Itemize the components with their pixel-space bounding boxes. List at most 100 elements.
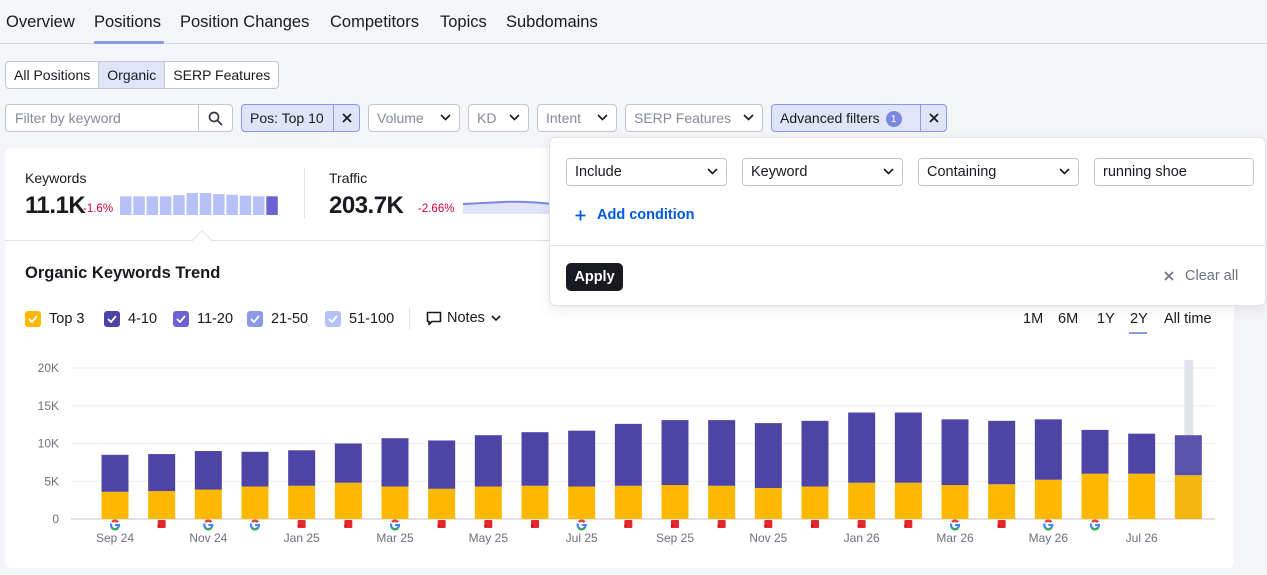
remove-advanced-filters-button[interactable] bbox=[920, 105, 946, 131]
report-tabs: Overview Positions Position Changes Comp… bbox=[0, 0, 1267, 44]
y-tick-label: 0 bbox=[52, 512, 59, 526]
bar-top-3 bbox=[988, 484, 1016, 519]
checkbox-icon bbox=[247, 311, 263, 327]
period-all-time[interactable]: All time bbox=[1164, 311, 1212, 327]
clear-all-button[interactable]: Clear all bbox=[1164, 268, 1238, 284]
period-6m[interactable]: 6M bbox=[1058, 311, 1079, 327]
bar-4-10 bbox=[381, 438, 409, 487]
google-update-icon bbox=[949, 519, 961, 531]
google-update-icon bbox=[249, 519, 261, 531]
segment-organic[interactable]: Organic bbox=[99, 62, 166, 88]
legend-21-50[interactable]: 21-50 bbox=[247, 310, 308, 328]
tab-competitors[interactable]: Competitors bbox=[330, 13, 419, 31]
period-1m[interactable]: 1M bbox=[1023, 311, 1044, 327]
traffic-metric-delta: -2.66% bbox=[418, 203, 455, 215]
close-icon bbox=[1164, 271, 1174, 281]
bar-top-3 bbox=[1034, 479, 1062, 519]
chevron-down-icon bbox=[743, 114, 754, 121]
bar-4-10 bbox=[568, 430, 596, 487]
chevron-down-icon bbox=[491, 315, 501, 321]
sparkline-bar bbox=[213, 194, 225, 215]
add-condition-button[interactable]: Add condition bbox=[575, 207, 694, 223]
position-filter-chip[interactable]: Pos: Top 10 bbox=[241, 104, 360, 132]
plus-icon bbox=[575, 210, 586, 220]
segment-all-positions[interactable]: All Positions bbox=[6, 62, 100, 88]
bar-4-10 bbox=[474, 435, 502, 487]
bar-top-3 bbox=[568, 486, 596, 519]
x-tick-label: Nov 25 bbox=[749, 531, 787, 545]
keywords-metric-value: 11.1K bbox=[25, 192, 86, 219]
legend-label: Top 3 bbox=[49, 311, 85, 327]
google-update-icon bbox=[109, 519, 121, 531]
intent-filter[interactable]: Intent bbox=[537, 104, 617, 132]
keyword-filter bbox=[5, 104, 233, 132]
condition-value-input[interactable] bbox=[1094, 158, 1254, 186]
x-tick-label: Jan 26 bbox=[844, 531, 880, 545]
bar-top-3 bbox=[288, 485, 316, 519]
bar-4-10 bbox=[708, 420, 736, 486]
advanced-filters-count: 1 bbox=[885, 111, 902, 127]
legend-4-10[interactable]: 4-10 bbox=[104, 310, 157, 328]
notes-dropdown[interactable]: Notes bbox=[426, 310, 501, 326]
period-2y[interactable]: 2Y bbox=[1130, 311, 1148, 327]
note-flag-icon bbox=[671, 520, 679, 528]
note-icon bbox=[426, 311, 442, 325]
legend-top-3[interactable]: Top 3 bbox=[25, 310, 84, 328]
tab-subdomains[interactable]: Subdomains bbox=[506, 13, 598, 31]
volume-filter-label: Volume bbox=[377, 110, 424, 126]
tab-topics[interactable]: Topics bbox=[440, 13, 487, 31]
traffic-metric-value: 203.7K bbox=[329, 192, 404, 219]
sparkline-bar bbox=[253, 196, 265, 215]
chevron-down-icon bbox=[597, 114, 608, 121]
bar-top-3 bbox=[148, 491, 176, 519]
volume-filter[interactable]: Volume bbox=[368, 104, 460, 132]
bar-top-3 bbox=[708, 485, 736, 519]
close-icon bbox=[928, 113, 939, 123]
bar-4-10 bbox=[848, 412, 876, 483]
tab-overview[interactable]: Overview bbox=[6, 13, 75, 31]
y-tick-label: 15K bbox=[38, 399, 59, 413]
traffic-metric-label: Traffic bbox=[329, 170, 368, 186]
keyword-filter-input[interactable] bbox=[6, 105, 199, 131]
trend-title: Organic Keywords Trend bbox=[25, 264, 221, 282]
bar-4-10 bbox=[988, 420, 1016, 485]
serp-features-filter[interactable]: SERP Features bbox=[625, 104, 763, 132]
bar-top-3 bbox=[1081, 473, 1109, 519]
position-filter-label: Pos: Top 10 bbox=[250, 110, 324, 126]
bar-4-10 bbox=[754, 423, 782, 489]
remove-position-filter-button[interactable] bbox=[333, 105, 359, 131]
bar-4-10 bbox=[521, 432, 549, 486]
popup-divider bbox=[550, 245, 1265, 246]
field-select[interactable]: Keyword bbox=[742, 158, 903, 186]
legend-51-100[interactable]: 51-100 bbox=[325, 310, 394, 328]
sparkline-bar bbox=[173, 195, 185, 215]
sparkline-bar bbox=[186, 193, 198, 215]
legend-label: 4-10 bbox=[128, 311, 158, 327]
bar-4-10 bbox=[1081, 429, 1109, 474]
segment-serp-features[interactable]: SERP Features bbox=[173, 67, 271, 83]
metric-divider bbox=[304, 168, 305, 218]
legend-11-20[interactable]: 11-20 bbox=[173, 310, 233, 328]
kd-filter-label: KD bbox=[477, 110, 497, 126]
search-button[interactable] bbox=[198, 105, 232, 131]
y-tick-label: 5K bbox=[44, 474, 59, 488]
google-update-icon bbox=[203, 519, 214, 531]
x-tick-label: Jul 26 bbox=[1126, 531, 1158, 545]
note-flag-icon bbox=[811, 520, 819, 528]
keywords-metric-delta: -1.6% bbox=[83, 203, 114, 215]
tab-position-changes[interactable]: Position Changes bbox=[180, 13, 310, 31]
note-flag-icon bbox=[484, 520, 493, 528]
sparkline-bar bbox=[199, 193, 212, 215]
apply-button[interactable]: Apply bbox=[566, 263, 623, 291]
checkbox-icon bbox=[25, 311, 41, 327]
kd-filter[interactable]: KD bbox=[468, 104, 529, 132]
advanced-filters-popup: Include Keyword Containing Add condition… bbox=[549, 137, 1266, 306]
bar-4-10 bbox=[148, 454, 176, 492]
checkbox-icon bbox=[173, 311, 189, 327]
operator-select[interactable]: Containing bbox=[918, 158, 1079, 186]
google-update-icon bbox=[1043, 519, 1054, 531]
tab-positions[interactable]: Positions bbox=[94, 13, 161, 31]
period-1y[interactable]: 1Y bbox=[1097, 311, 1115, 327]
advanced-filters-chip[interactable]: Advanced filters 1 bbox=[771, 104, 947, 132]
include-select[interactable]: Include bbox=[566, 158, 727, 186]
